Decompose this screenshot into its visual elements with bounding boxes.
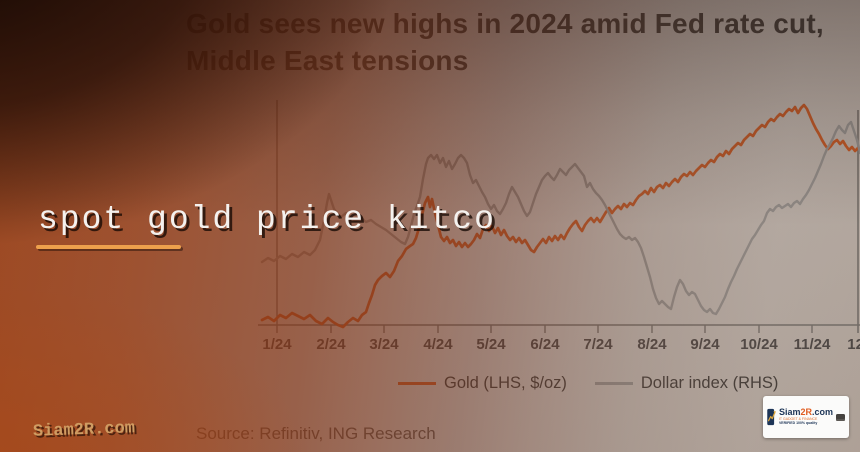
x-tick-label: 10/24 [740,336,778,353]
phone-chart-icon [767,408,776,426]
x-tick-label: 11/24 [793,336,831,353]
legend-item-gold: Gold (LHS, $/oz) [398,374,567,393]
gold-line-swatch-icon [398,382,436,385]
query-underline [36,245,181,249]
x-tick-label: 8/24 [637,336,667,353]
x-tick-label: 2/24 [316,336,346,353]
dollar-index-line-swatch-icon [594,382,633,385]
legend-label-dollar-index: Dollar index (RHS) [640,374,779,392]
x-tick-label: 7/24 [583,336,613,353]
watermark-text: Siam2R.com [32,419,136,442]
chart-legend: Gold (LHS, $/oz) Dollar index (RHS) [398,374,778,393]
x-tick-label: 9/24 [690,336,720,353]
x-tick-label: 12/24 [847,336,860,353]
source-note: Source: Refinitiv, ING Research [196,424,436,443]
x-tick-label: 4/24 [423,336,453,353]
search-query-caption: spot gold price kitco [38,201,496,238]
x-tick-label: 1/24 [262,336,292,353]
logo-tagline-2: VERIFIED 100% quality [778,420,818,425]
logo-tagline-1: IT GADGET & FINANCE [778,417,818,422]
siam2r-logo-card: Siam2R.com IT GADGET & FINANCE VERIFIED … [763,396,849,438]
logo-seal-icon [836,413,845,421]
legend-label-gold: Gold (LHS, $/oz) [444,374,567,392]
x-tick-label: 6/24 [530,336,560,353]
legend-item-dollar-index: Dollar index (RHS) [594,374,779,393]
x-tick-label: 3/24 [369,336,399,353]
x-tick-label: 5/24 [476,336,506,353]
logo-brand-text: Siam2R.com [778,407,833,418]
